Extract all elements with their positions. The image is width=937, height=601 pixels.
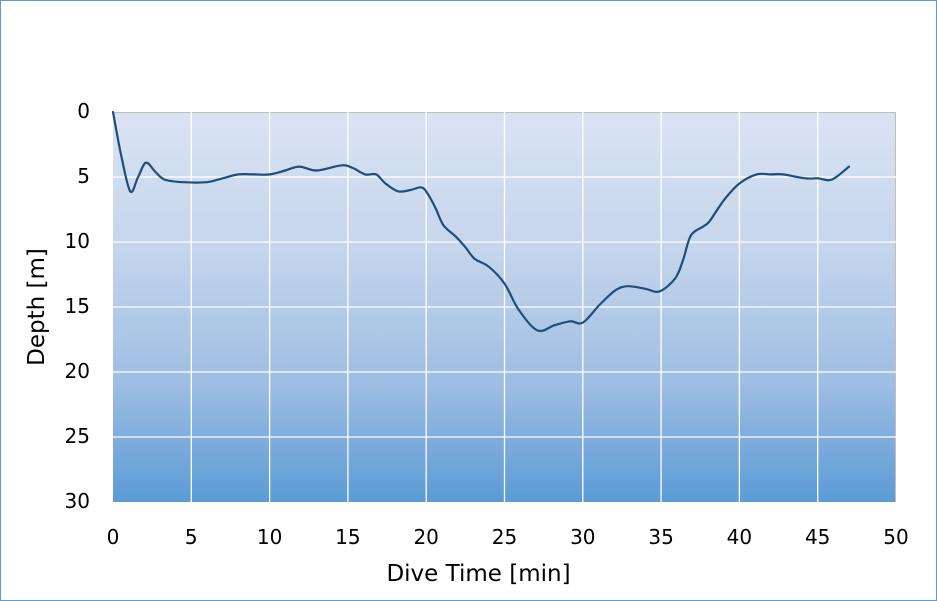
x-tick-label: 45 xyxy=(804,525,831,549)
x-tick-label: 0 xyxy=(106,525,120,549)
y-tick-label: 10 xyxy=(64,229,90,253)
x-tick-label: 20 xyxy=(413,525,439,549)
x-tick-label: 40 xyxy=(726,525,753,549)
y-tick-label: 0 xyxy=(77,99,90,123)
y-tick-label: 5 xyxy=(77,164,90,188)
x-tick-label: 35 xyxy=(648,525,674,549)
y-tick-label: 25 xyxy=(64,424,90,448)
x-axis-title-wrap: Dive Time [min] xyxy=(0,561,937,587)
y-tick-label: 30 xyxy=(64,489,90,513)
y-axis-title: Depth [m] xyxy=(24,248,50,366)
x-tick-label: 5 xyxy=(184,525,198,549)
y-tick-label: 15 xyxy=(64,294,90,318)
y-tick-label: 20 xyxy=(64,359,90,383)
x-tick-label: 25 xyxy=(491,525,518,549)
x-tick-label: 15 xyxy=(335,525,361,549)
depth-line xyxy=(111,110,851,333)
x-axis-title: Dive Time [min] xyxy=(386,561,571,587)
x-tick-label: 50 xyxy=(883,525,909,549)
x-tick-label: 10 xyxy=(256,525,283,549)
gridlines xyxy=(113,112,896,502)
x-tick-label: 30 xyxy=(570,525,596,549)
